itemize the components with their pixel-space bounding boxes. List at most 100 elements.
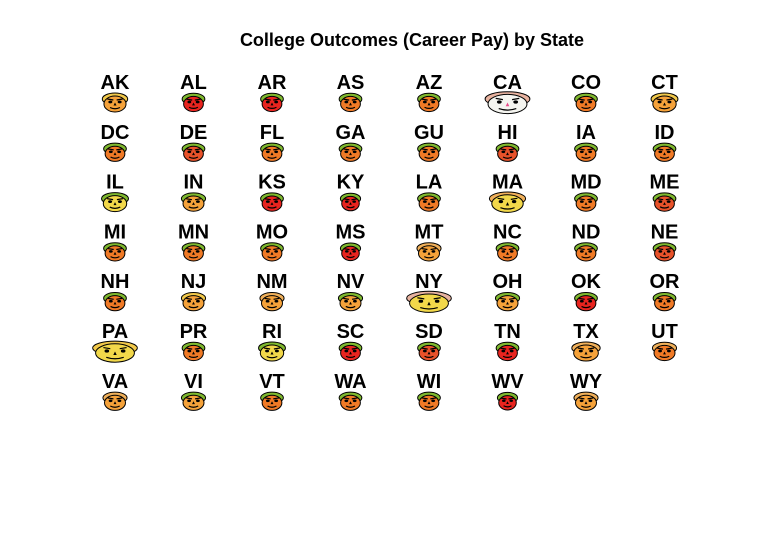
right-eye bbox=[431, 399, 436, 403]
face-mn: MN bbox=[178, 221, 209, 262]
nose bbox=[349, 102, 352, 106]
state-label: AZ bbox=[416, 72, 443, 94]
right-brow bbox=[665, 198, 672, 201]
left-brow bbox=[657, 247, 664, 251]
face-wi: WI bbox=[417, 371, 441, 411]
state-label: VA bbox=[102, 371, 128, 393]
left-brow bbox=[578, 297, 585, 300]
right-brow bbox=[351, 198, 357, 201]
state-label: DC bbox=[101, 122, 130, 144]
face-nh: NH bbox=[101, 271, 129, 312]
nose bbox=[506, 251, 509, 255]
face-ar: AR bbox=[258, 72, 287, 113]
right-brow bbox=[194, 397, 201, 400]
face-co: CO bbox=[571, 72, 601, 113]
state-label: HI bbox=[498, 122, 518, 144]
left-brow bbox=[264, 297, 271, 300]
left-brow bbox=[106, 198, 114, 201]
nose bbox=[113, 401, 117, 405]
left-eye bbox=[658, 200, 663, 203]
left-eye bbox=[578, 349, 583, 353]
right-eye bbox=[274, 250, 279, 253]
nose bbox=[663, 152, 666, 156]
state-label: OR bbox=[650, 271, 681, 293]
right-eye bbox=[274, 100, 279, 104]
mouth bbox=[345, 305, 356, 309]
left-eye bbox=[496, 100, 502, 104]
left-eye bbox=[265, 150, 270, 154]
face-sc: SC bbox=[337, 321, 364, 362]
mouth bbox=[267, 206, 277, 209]
right-brow bbox=[430, 247, 437, 251]
right-brow bbox=[351, 248, 357, 251]
mouth bbox=[109, 106, 121, 110]
state-label: OH bbox=[493, 271, 523, 293]
nose bbox=[427, 152, 431, 156]
right-brow bbox=[508, 247, 515, 251]
left-eye bbox=[579, 250, 584, 253]
left-brow bbox=[421, 397, 428, 400]
left-eye bbox=[108, 299, 113, 303]
nose bbox=[506, 351, 509, 355]
right-brow bbox=[587, 148, 594, 151]
mouth bbox=[267, 256, 277, 259]
right-brow bbox=[430, 198, 437, 201]
mouth bbox=[267, 405, 277, 408]
face-nv: NV bbox=[337, 271, 365, 312]
mouth bbox=[581, 305, 591, 309]
face-ky: KY bbox=[337, 172, 365, 212]
face-ri: RI bbox=[258, 321, 286, 362]
face-gu: GU bbox=[414, 122, 444, 162]
left-brow bbox=[186, 347, 193, 350]
nose bbox=[584, 152, 588, 156]
mouth bbox=[659, 305, 670, 309]
right-brow bbox=[194, 148, 201, 151]
left-brow bbox=[264, 98, 271, 101]
right-eye bbox=[195, 250, 200, 253]
mouth bbox=[106, 356, 124, 360]
right-eye bbox=[274, 150, 279, 154]
mouth bbox=[581, 156, 591, 159]
nose bbox=[427, 251, 431, 255]
face-mo: MO bbox=[256, 221, 288, 262]
mouth bbox=[659, 156, 670, 159]
right-eye bbox=[117, 299, 122, 303]
mouth bbox=[424, 256, 434, 259]
left-brow bbox=[263, 347, 271, 350]
nose bbox=[584, 301, 588, 305]
left-brow bbox=[343, 98, 350, 101]
left-eye bbox=[422, 100, 427, 104]
left-brow bbox=[107, 98, 114, 101]
nose bbox=[192, 202, 195, 205]
left-eye bbox=[579, 399, 584, 403]
state-label: FL bbox=[260, 122, 284, 144]
face-in: IN bbox=[180, 172, 207, 212]
right-eye bbox=[513, 100, 519, 104]
mouth bbox=[424, 405, 434, 408]
right-eye bbox=[431, 150, 436, 154]
nose bbox=[192, 251, 195, 255]
nose bbox=[270, 301, 274, 305]
right-brow bbox=[666, 98, 673, 101]
nose bbox=[663, 351, 666, 355]
left-eye bbox=[187, 250, 192, 253]
left-eye bbox=[501, 150, 506, 154]
left-brow bbox=[577, 347, 584, 350]
right-eye bbox=[196, 299, 200, 303]
nose bbox=[270, 351, 274, 355]
left-brow bbox=[107, 247, 114, 251]
left-brow bbox=[421, 198, 428, 201]
mouth bbox=[346, 255, 355, 259]
face-la: LA bbox=[416, 172, 442, 212]
left-brow bbox=[107, 397, 114, 400]
right-brow bbox=[351, 297, 358, 300]
state-label: UT bbox=[651, 321, 678, 343]
nose bbox=[192, 301, 195, 305]
state-label: MS bbox=[336, 221, 366, 243]
right-eye bbox=[117, 250, 122, 253]
face-wa: WA bbox=[334, 371, 367, 411]
right-brow bbox=[273, 247, 280, 251]
right-brow bbox=[116, 98, 123, 101]
left-brow bbox=[657, 347, 664, 350]
state-label: AK bbox=[101, 72, 130, 94]
